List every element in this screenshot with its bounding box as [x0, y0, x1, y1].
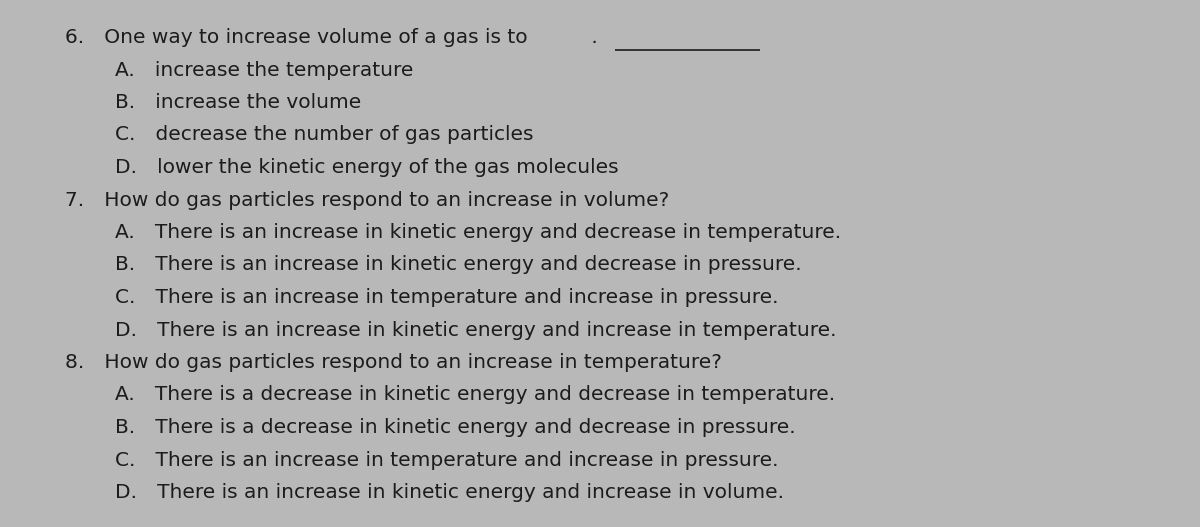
Text: 8. How do gas particles respond to an increase in temperature?: 8. How do gas particles respond to an in… [65, 353, 722, 372]
Text: B. increase the volume: B. increase the volume [115, 93, 361, 112]
Text: A. increase the temperature: A. increase the temperature [115, 61, 413, 80]
Text: D. There is an increase in kinetic energy and increase in temperature.: D. There is an increase in kinetic energ… [115, 320, 836, 339]
Text: D. lower the kinetic energy of the gas molecules: D. lower the kinetic energy of the gas m… [115, 158, 619, 177]
Text: 6. One way to increase volume of a gas is to          .: 6. One way to increase volume of a gas i… [65, 28, 598, 47]
Text: B. There is a decrease in kinetic energy and decrease in pressure.: B. There is a decrease in kinetic energy… [115, 418, 796, 437]
Text: 7. How do gas particles respond to an increase in volume?: 7. How do gas particles respond to an in… [65, 190, 670, 210]
Text: D. There is an increase in kinetic energy and increase in volume.: D. There is an increase in kinetic energ… [115, 483, 784, 502]
Text: C. decrease the number of gas particles: C. decrease the number of gas particles [115, 125, 534, 144]
Text: C. There is an increase in temperature and increase in pressure.: C. There is an increase in temperature a… [115, 451, 779, 470]
Text: B. There is an increase in kinetic energy and decrease in pressure.: B. There is an increase in kinetic energ… [115, 256, 802, 275]
Text: A. There is a decrease in kinetic energy and decrease in temperature.: A. There is a decrease in kinetic energy… [115, 385, 835, 405]
Text: A. There is an increase in kinetic energy and decrease in temperature.: A. There is an increase in kinetic energ… [115, 223, 841, 242]
Text: C. There is an increase in temperature and increase in pressure.: C. There is an increase in temperature a… [115, 288, 779, 307]
